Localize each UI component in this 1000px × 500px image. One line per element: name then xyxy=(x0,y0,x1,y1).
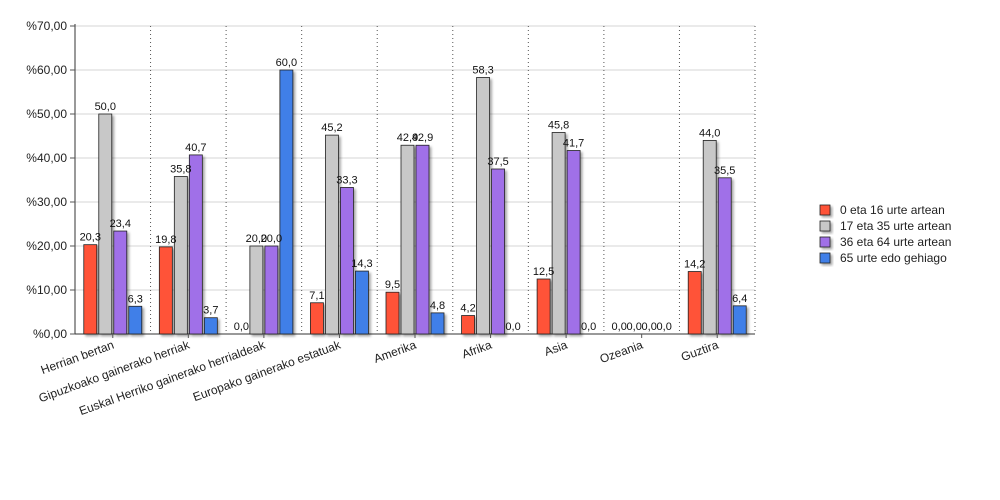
bar xyxy=(340,187,354,335)
data-label: 3,7 xyxy=(203,305,218,317)
data-label: 58,3 xyxy=(472,64,493,76)
x-tick-label: Asia xyxy=(542,338,569,359)
legend-swatch xyxy=(819,220,831,232)
y-tick-label: %70,00 xyxy=(26,19,67,33)
bar xyxy=(717,177,732,335)
data-label: 45,2 xyxy=(321,122,342,134)
x-tick-label: Europako gainerako estatuak xyxy=(191,337,343,404)
bar xyxy=(536,278,551,335)
bar xyxy=(188,154,203,335)
legend-label: 17 eta 35 urte artean xyxy=(840,219,951,233)
data-label: 6,4 xyxy=(732,293,747,305)
x-tick-label: Ozeania xyxy=(598,338,645,367)
y-tick-label: %60,00 xyxy=(26,63,67,77)
data-label: 40,7 xyxy=(185,142,206,154)
data-label: 20,3 xyxy=(80,232,101,244)
data-label: 6,3 xyxy=(128,293,143,305)
data-label: 19,8 xyxy=(155,234,176,246)
data-label: 60,0 xyxy=(276,57,297,69)
data-label: 7,1 xyxy=(309,290,324,302)
x-tick-label: Guztira xyxy=(679,338,720,364)
data-label: 0,0 xyxy=(612,321,627,333)
bar xyxy=(491,168,505,335)
bars xyxy=(83,69,747,335)
bar xyxy=(264,245,279,335)
legend-swatch xyxy=(819,204,831,216)
bar xyxy=(203,317,218,335)
grid xyxy=(75,25,756,335)
y-tick-label: %0,00 xyxy=(33,327,67,341)
data-label: 14,2 xyxy=(684,259,705,271)
data-label: 33,3 xyxy=(336,174,357,186)
data-label: 0,0 xyxy=(642,321,657,333)
legend-swatch xyxy=(819,252,831,264)
bar xyxy=(279,69,294,335)
legend-label: 0 eta 16 urte artean xyxy=(840,203,945,217)
bar xyxy=(732,305,747,335)
bar xyxy=(98,113,113,335)
data-label: 12,5 xyxy=(533,266,554,278)
bar xyxy=(158,246,173,335)
legend-label: 65 urte edo gehiago xyxy=(840,251,947,265)
data-label: 41,7 xyxy=(563,138,584,150)
x-tick-label: Afrika xyxy=(460,338,494,362)
y-axis-ticks: %0,00 %10,00 %20,00 %30,00 %40,00 %50,00 %60,0… xyxy=(26,19,75,341)
data-label: 50,0 xyxy=(95,101,116,113)
bar xyxy=(415,144,430,335)
data-label: 37,5 xyxy=(487,156,508,168)
y-tick-label: %30,00 xyxy=(26,195,67,209)
bar xyxy=(128,305,143,335)
bar xyxy=(325,134,339,335)
bar xyxy=(173,176,188,335)
y-tick-label: %50,00 xyxy=(26,107,67,121)
data-labels: 20,3 50,0 23,4 6,3 19,8 35,8 40,7 3,7 0,0 20,020,… xyxy=(80,57,748,333)
bar xyxy=(551,132,566,335)
data-label: 9,5 xyxy=(385,279,400,291)
data-label: 4,8 xyxy=(430,300,445,312)
data-label: 14,3 xyxy=(351,258,372,270)
data-label: 45,8 xyxy=(548,119,569,131)
bar xyxy=(476,77,490,335)
bar xyxy=(566,150,581,335)
bar xyxy=(113,230,128,335)
data-label: 42,9 xyxy=(397,132,418,144)
data-label: 23,4 xyxy=(110,218,131,230)
data-label: 0,0 xyxy=(627,321,642,333)
data-label: 35,5 xyxy=(714,165,735,177)
bar xyxy=(83,244,98,335)
legend-label: 36 eta 64 urte artean xyxy=(840,235,951,249)
data-label: 20,0 xyxy=(246,233,267,245)
data-label: 0,0 xyxy=(234,321,249,333)
bar xyxy=(355,270,369,335)
bar xyxy=(461,315,475,335)
bar xyxy=(310,302,324,335)
bar xyxy=(687,271,702,335)
data-label: 42,9 xyxy=(412,132,433,144)
data-label: 44,0 xyxy=(699,127,720,139)
data-label: 35,8 xyxy=(170,163,191,175)
bar xyxy=(702,139,717,335)
y-tick-label: %10,00 xyxy=(26,283,67,297)
data-label: 0,0 xyxy=(505,321,520,333)
legend: 0 eta 16 urte artean 17 eta 35 urte artea… xyxy=(819,203,951,265)
bar xyxy=(400,144,415,335)
data-label: 0,0 xyxy=(581,321,596,333)
y-tick-label: %40,00 xyxy=(26,151,67,165)
legend-swatch xyxy=(819,236,831,248)
y-tick-label: %20,00 xyxy=(26,239,67,253)
bar xyxy=(430,312,445,335)
data-label: 20,0 xyxy=(261,233,282,245)
data-label: 0,0 xyxy=(657,321,672,333)
data-label: 4,2 xyxy=(460,303,475,315)
x-tick-label: Amerika xyxy=(372,338,418,366)
bar xyxy=(385,291,400,335)
bar xyxy=(249,245,264,335)
